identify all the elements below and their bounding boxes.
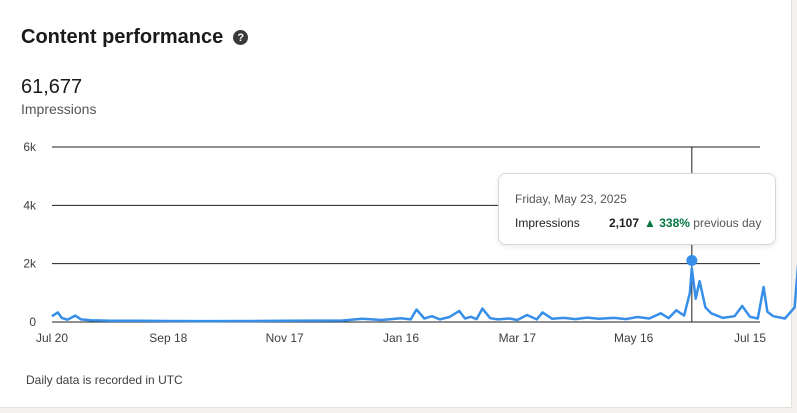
x-tick-label: May 16 [614, 331, 654, 345]
y-tick-label: 6k [23, 140, 37, 154]
tooltip-change-text: previous day [693, 216, 762, 230]
x-tick-label: Sep 18 [149, 331, 187, 345]
tooltip-value: 2,107 [609, 216, 640, 230]
y-tick-label: 0 [29, 315, 36, 329]
x-tick-label: Jul 15 [734, 331, 766, 345]
chart-tooltip: Friday, May 23, 2025 Impressions 2,107 ▲… [498, 173, 776, 245]
y-tick-label: 4k [23, 198, 37, 212]
up-arrow-icon: ▲ [644, 216, 656, 230]
x-tick-label: Nov 17 [266, 331, 304, 345]
tooltip-label: Impressions [515, 216, 580, 230]
title-row: Content performance ? [21, 26, 249, 49]
x-tick-label: Jul 20 [36, 331, 68, 345]
tooltip-change: ▲ 338% previous day [644, 216, 761, 230]
tooltip-change-percent: 338% [659, 216, 690, 230]
card-title: Content performance [21, 26, 224, 48]
impressions-label: Impressions [21, 101, 97, 117]
footnote: Daily data is recorded in UTC [26, 373, 183, 387]
impressions-series-line [51, 263, 797, 323]
question-circle-icon[interactable]: ? [233, 30, 249, 45]
tooltip-date: Friday, May 23, 2025 [515, 192, 627, 206]
impressions-total: 61,677 [21, 76, 83, 98]
x-tick-label: Jan 16 [383, 331, 419, 345]
x-tick-label: Mar 17 [499, 331, 537, 345]
y-tick-label: 2k [23, 257, 37, 271]
highlight-point [686, 255, 698, 267]
